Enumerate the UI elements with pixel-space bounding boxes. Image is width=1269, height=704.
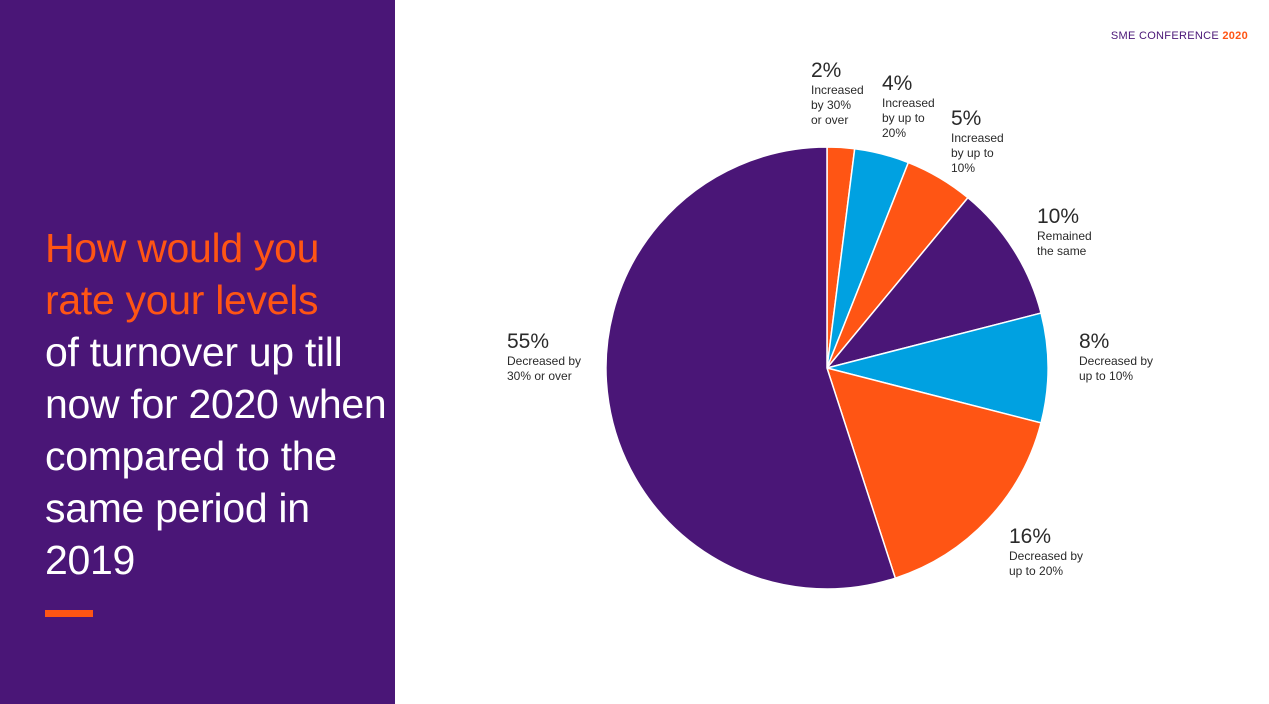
question-heading: How would you rate your levels of turnov… bbox=[45, 222, 390, 586]
pie-slice-5 bbox=[825, 366, 1042, 580]
slice-percent: 16% bbox=[1009, 525, 1052, 548]
slice-description: Decreased by 30% or over bbox=[507, 354, 582, 383]
pie-slice-3 bbox=[824, 196, 1042, 370]
slice-label-6: 55% Decreased by 30% or over bbox=[507, 330, 581, 384]
question-panel: How would you rate your levels of turnov… bbox=[0, 0, 395, 704]
slice-percent: 55% bbox=[507, 330, 550, 353]
slice-description: Decreased by up to 10% bbox=[1079, 354, 1154, 383]
slice-description: Remained the same bbox=[1037, 229, 1092, 258]
slice-percent: 10% bbox=[1037, 205, 1080, 228]
slice-label-1: 4% Increased by up to 20% bbox=[882, 72, 935, 141]
slice-label-0: 2% Increased by 30% or over bbox=[811, 59, 864, 128]
slice-label-2: 5% Increased by up to 10% bbox=[951, 107, 1004, 176]
question-rest: of turnover up till now for 2020 when co… bbox=[45, 329, 387, 583]
pie-slice-6 bbox=[605, 146, 897, 590]
brand-name: SME CONFERENCE bbox=[1110, 30, 1219, 42]
slice-label-4: 8% Decreased by up to 10% bbox=[1079, 330, 1153, 384]
slice-description: Increased by 30% or over bbox=[811, 83, 864, 127]
question-highlight: How would you rate your levels bbox=[45, 225, 320, 323]
slice-label-3: 10% Remained the same bbox=[1037, 205, 1092, 259]
slice-description: Increased by up to 20% bbox=[882, 96, 935, 140]
accent-bar bbox=[45, 610, 93, 617]
pie-slice-4 bbox=[826, 312, 1049, 424]
slice-description: Increased by up to 10% bbox=[951, 131, 1004, 175]
conference-brand: SME CONFERENCE 2020 bbox=[1111, 30, 1248, 42]
brand-year: 2020 bbox=[1222, 30, 1248, 42]
slice-percent: 5% bbox=[951, 107, 982, 130]
slice-description: Decreased by up to 20% bbox=[1009, 549, 1084, 578]
slice-percent: 4% bbox=[882, 72, 913, 95]
slice-percent: 2% bbox=[811, 59, 842, 82]
slice-percent: 8% bbox=[1079, 330, 1110, 353]
slice-label-5: 16% Decreased by up to 20% bbox=[1009, 525, 1083, 579]
